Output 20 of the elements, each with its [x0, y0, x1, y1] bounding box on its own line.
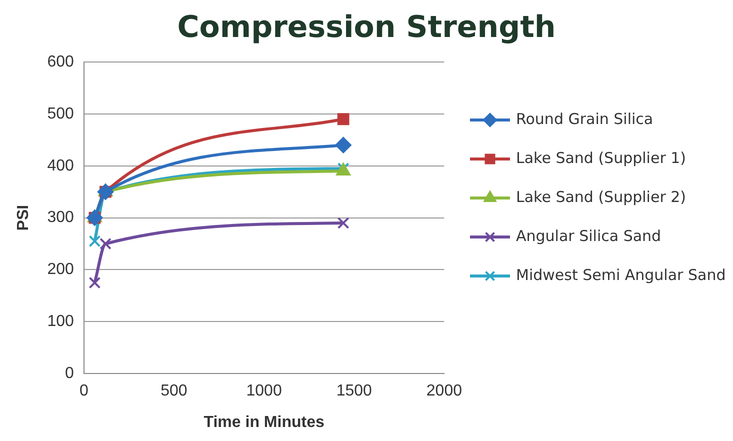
- legend-label: Angular Silica Sand: [516, 227, 662, 246]
- y-tick-label: 400: [47, 157, 74, 174]
- legend-label: Lake Sand (Supplier 1): [516, 149, 686, 168]
- legend-label: Midwest Semi Angular Sand: [516, 266, 726, 285]
- x-tick-label: 500: [160, 382, 188, 400]
- y-tick-label: 0: [64, 365, 74, 382]
- y-tick-label: 500: [47, 105, 74, 122]
- chart-title: Compression Strength: [176, 10, 557, 45]
- x-tick-label: 1000: [246, 382, 282, 400]
- x-tick-label: 2000: [426, 382, 462, 400]
- y-tick-label: 100: [47, 313, 74, 330]
- x-tick-label: 0: [79, 382, 88, 400]
- x-axis-title: Time in Minutes: [204, 414, 324, 431]
- y-tick-label: 300: [47, 209, 74, 226]
- legend-label: Lake Sand (Supplier 2): [516, 188, 686, 207]
- y-tick-label: 200: [47, 261, 74, 278]
- x-tick-label: 1500: [336, 382, 372, 400]
- y-tick-label: 600: [47, 53, 74, 70]
- legend-label: Round Grain Silica: [516, 110, 654, 129]
- y-axis-title: PSI: [15, 204, 32, 231]
